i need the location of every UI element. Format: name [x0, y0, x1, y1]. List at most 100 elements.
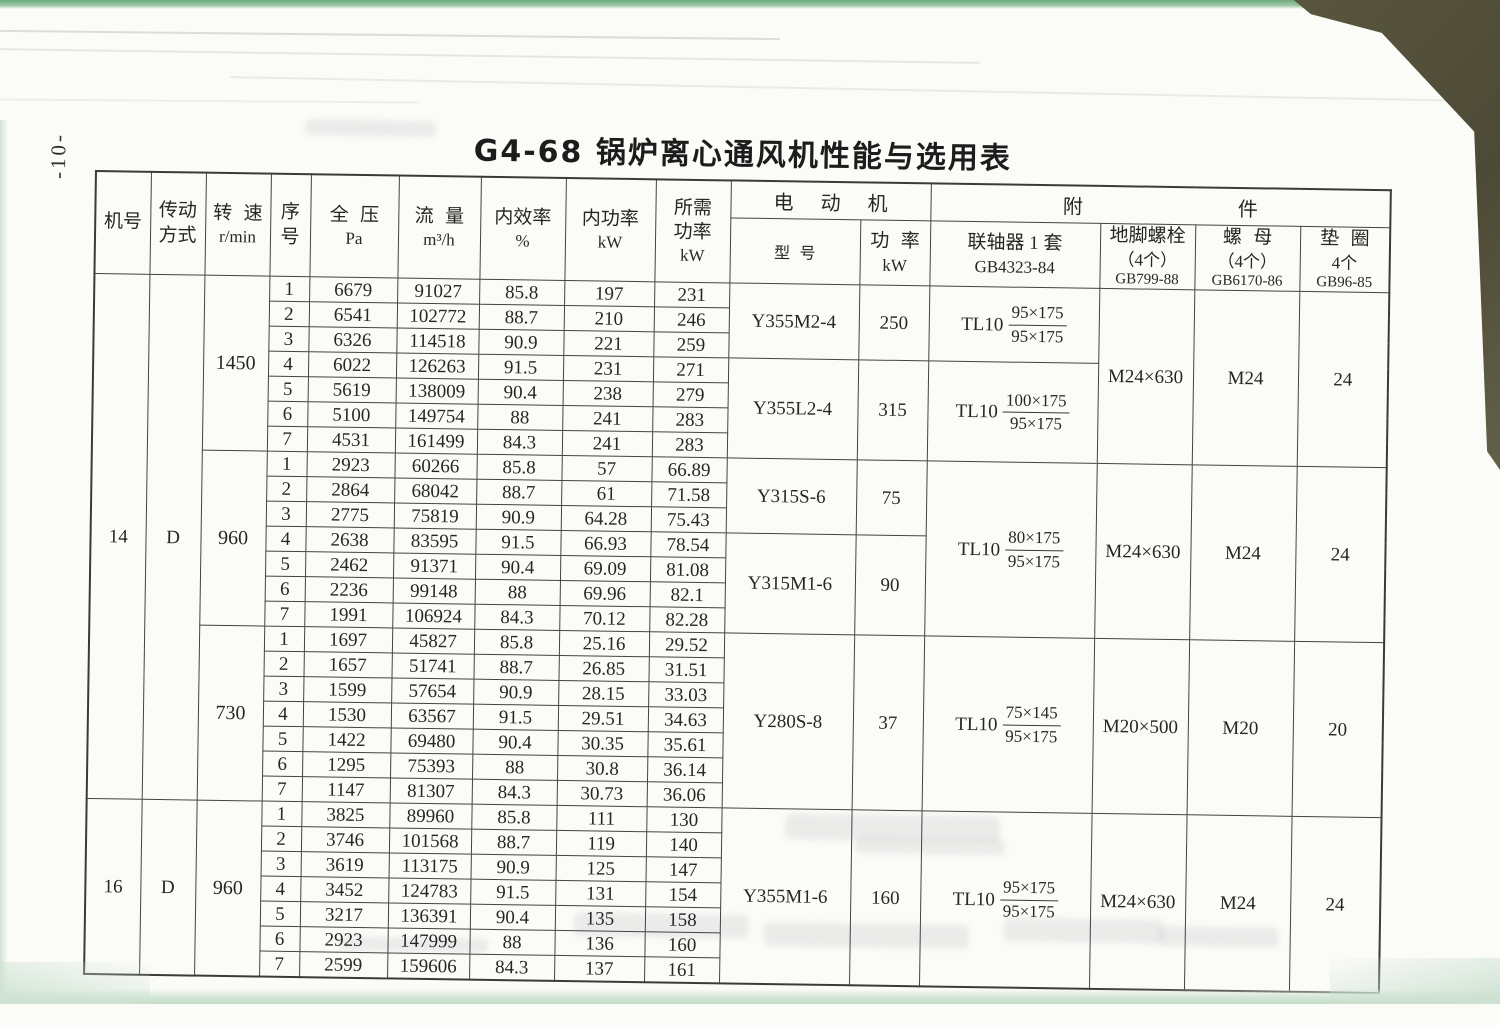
seq-cell: 3: [260, 851, 301, 877]
efficiency-cell: 90.4: [469, 904, 556, 931]
power-internal-cell: 135: [554, 905, 646, 932]
pressure-cell: 1295: [302, 751, 391, 778]
flow-cell: 149754: [395, 402, 478, 430]
group-header-motor: 电 动 机: [730, 180, 931, 221]
speed-cell: 730: [196, 625, 265, 802]
power-internal-cell: 69.09: [559, 555, 651, 582]
flow-cell: 83595: [393, 527, 476, 555]
power-internal-cell: 66.93: [560, 530, 651, 557]
coupling-size-fraction: 80×175 95×175: [1005, 527, 1064, 572]
flow-cell: 45827: [391, 627, 475, 655]
header-label: 垫 圈: [1320, 228, 1370, 251]
efficiency-cell: 90.9: [470, 854, 556, 881]
coupling-type: TL10: [961, 313, 1004, 335]
coupling-size-fraction: 95×175 95×175: [1008, 303, 1067, 347]
header-label: 地脚螺栓: [1109, 225, 1186, 248]
seq-cell: 6: [262, 751, 303, 777]
header-standard: GB799-88: [1115, 270, 1179, 288]
pressure-cell: 1599: [303, 676, 392, 703]
col-header-nut: 螺 母 （4个） GB6170-86: [1194, 224, 1301, 292]
washer-cell: 24: [1294, 466, 1387, 643]
motor-model-cell: Y315M1-6: [724, 532, 856, 635]
efficiency-cell: 88.7: [473, 654, 559, 681]
drive-mode-cell: D: [141, 274, 205, 801]
power-required-cell: 75.43: [650, 506, 727, 533]
coupling-size-fraction: 95×175 95×175: [999, 877, 1059, 922]
seq-cell: 7: [266, 426, 308, 452]
flow-cell: 126263: [395, 352, 479, 380]
power-required-cell: 81.08: [649, 556, 726, 583]
motor-model-cell: Y355L2-4: [726, 357, 859, 460]
power-internal-cell: 26.85: [558, 655, 649, 682]
efficiency-cell: 85.8: [476, 454, 562, 481]
seq-cell: 4: [260, 876, 301, 902]
efficiency-cell: 84.3: [474, 604, 560, 631]
header-label: 转 速: [213, 202, 263, 225]
coupling-cell: TL10 100×175 95×175: [926, 360, 1099, 464]
efficiency-cell: 85.8: [471, 804, 557, 831]
coupling-type: TL10: [955, 713, 998, 735]
power-internal-cell: 61: [561, 480, 652, 507]
fan-selection-table: 机号 传动 方式 转 速 r/min 序 号 全 压 Pa: [83, 170, 1392, 995]
power-required-cell: 259: [653, 331, 729, 358]
power-required-cell: 231: [654, 281, 730, 308]
header-qty: （4个）: [1117, 249, 1178, 270]
seq-cell: 5: [264, 551, 306, 577]
flow-cell: 101568: [388, 827, 472, 855]
table-body: 14 D 1450 1 6679 91027 85.8 197 231 Y355M2-4 250 TL…: [84, 273, 1390, 994]
col-header-flow: 流 量 m³/h: [397, 175, 481, 280]
power-required-cell: 271: [652, 356, 729, 383]
pressure-cell: 1530: [302, 701, 392, 728]
power-required-cell: 29.52: [648, 631, 725, 658]
seq-cell: 2: [266, 476, 307, 502]
nut-cell: M24: [1189, 464, 1297, 642]
power-required-cell: 283: [651, 431, 728, 458]
motor-power-cell: 37: [851, 634, 925, 811]
flow-cell: 113175: [388, 852, 471, 880]
power-internal-cell: 241: [561, 430, 653, 457]
machine-no-cell: 14: [86, 273, 150, 800]
flow-cell: 106924: [392, 602, 475, 630]
header-unit: Pa: [345, 228, 363, 249]
power-internal-cell: 28.15: [558, 680, 649, 707]
flow-cell: 102772: [396, 302, 480, 330]
coupling-type: TL10: [957, 538, 1001, 560]
efficiency-cell: 88: [477, 404, 563, 431]
header-standard: GB96-85: [1316, 273, 1373, 291]
efficiency-cell: 88.7: [478, 304, 565, 331]
pressure-cell: 2923: [306, 451, 395, 478]
washer-cell: 20: [1291, 641, 1385, 818]
seq-cell: 2: [260, 826, 302, 852]
washer-cell: 24: [1296, 291, 1390, 468]
power-internal-cell: 64.28: [560, 505, 652, 532]
flow-cell: 147999: [387, 927, 470, 955]
power-required-cell: 158: [644, 906, 721, 933]
power-required-cell: 161: [644, 956, 720, 984]
flow-cell: 89960: [389, 802, 472, 830]
pressure-cell: 1991: [304, 601, 393, 628]
efficiency-cell: 84.3: [469, 954, 555, 981]
efficiency-cell: 84.3: [471, 779, 557, 806]
coupling-cell: TL10 75×145 95×175: [921, 635, 1095, 814]
pressure-cell: 2236: [304, 576, 393, 603]
power-internal-cell: 57: [561, 455, 652, 482]
power-required-cell: 82.1: [649, 581, 725, 608]
power-internal-cell: 221: [563, 330, 654, 357]
pressure-cell: 2599: [299, 951, 388, 979]
header-qty: 4个: [1331, 252, 1358, 273]
header-label: 方式: [158, 224, 197, 247]
flow-cell: 51741: [391, 652, 474, 680]
seq-cell: 5: [259, 901, 301, 927]
coupling-type: TL10: [952, 888, 995, 910]
power-required-cell: 140: [645, 831, 722, 858]
power-internal-cell: 25.16: [558, 630, 650, 657]
page-number: -10-: [45, 131, 71, 180]
flow-cell: 63567: [390, 702, 474, 730]
power-internal-cell: 136: [554, 930, 645, 957]
efficiency-cell: 88.7: [470, 829, 557, 856]
motor-power-cell: 90: [854, 534, 926, 636]
power-required-cell: 283: [652, 406, 728, 433]
flow-cell: 91371: [392, 552, 476, 580]
power-required-cell: 147: [645, 856, 721, 883]
motor-model-cell: Y355M1-6: [719, 807, 852, 986]
